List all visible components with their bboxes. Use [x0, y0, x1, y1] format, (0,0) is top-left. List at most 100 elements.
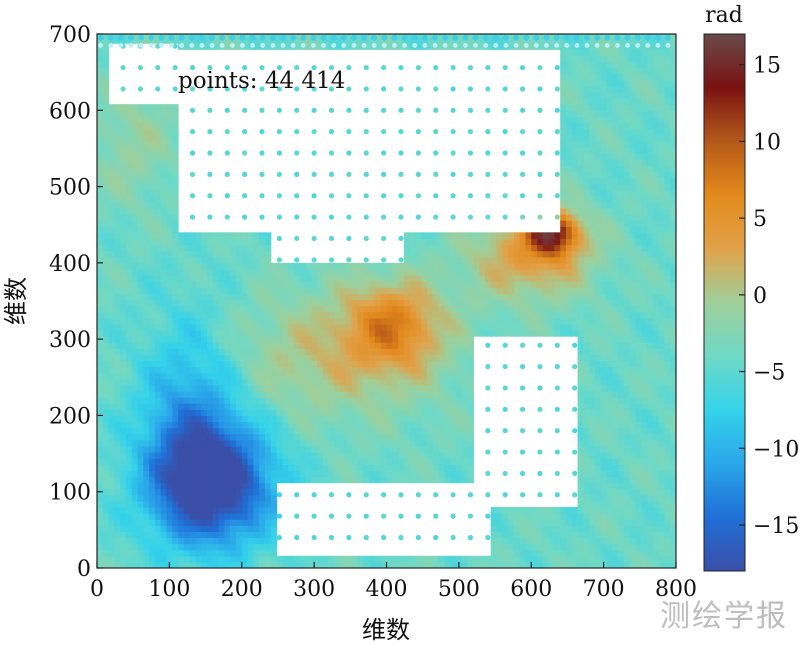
heatmap-cell	[247, 366, 254, 374]
heatmap-cell	[565, 189, 573, 197]
heatmap-cell	[606, 311, 613, 319]
heatmap-cell	[612, 519, 619, 526]
heatmap-cell	[293, 427, 301, 435]
heatmap-cell	[212, 323, 220, 331]
heatmap-cell	[351, 287, 359, 294]
heatmap-cell	[166, 220, 173, 227]
heatmap-cell	[577, 91, 584, 99]
heatmap-cell	[345, 311, 353, 319]
heatmap-cell	[97, 268, 104, 276]
heatmap-cell	[108, 403, 115, 410]
heatmap-cell	[195, 281, 202, 288]
heatmap-cell	[363, 372, 370, 380]
heatmap-cell	[340, 354, 347, 362]
heatmap-cell	[189, 513, 197, 520]
heatmap-cell	[125, 116, 133, 124]
heatmap-cell	[565, 549, 573, 557]
heatmap-cell	[270, 513, 278, 520]
heatmap-cell	[618, 391, 625, 398]
heatmap-cell	[288, 354, 295, 362]
heatmap-cell	[525, 305, 532, 313]
heatmap-cell	[189, 342, 197, 349]
heatmap-cell	[623, 531, 631, 539]
heatmap-cell	[363, 43, 370, 50]
heatmap-cell	[548, 250, 556, 258]
heatmap-cell	[525, 287, 532, 294]
heatmap-cell	[166, 372, 173, 380]
heatmap-cell	[606, 427, 613, 435]
heatmap-cell	[351, 378, 359, 386]
heatmap-cell	[293, 561, 301, 568]
heatmap-cell	[108, 110, 115, 117]
heatmap-cell	[102, 268, 110, 276]
heatmap-cell	[473, 250, 480, 258]
heatmap-cell	[438, 37, 445, 44]
heatmap-cell	[160, 268, 168, 276]
heatmap-cell	[455, 268, 463, 276]
heatmap-cell	[120, 537, 127, 545]
heatmap-cell	[560, 268, 567, 276]
heatmap-cell	[565, 293, 573, 301]
heatmap-cell	[600, 232, 608, 240]
heatmap-cell	[218, 360, 225, 368]
heatmap-cell	[571, 519, 579, 526]
heatmap-cell	[473, 287, 480, 294]
heatmap-cell	[623, 177, 631, 185]
heatmap-cell	[369, 445, 376, 453]
heatmap-cell	[618, 409, 625, 417]
heatmap-cell	[137, 275, 144, 282]
heatmap-cell	[131, 409, 139, 417]
heatmap-cell	[160, 134, 168, 142]
heatmap-cell	[583, 397, 590, 404]
heatmap-cell	[207, 354, 214, 362]
heatmap-cell	[166, 415, 173, 423]
heatmap-cell	[560, 519, 567, 526]
heatmap-cell	[108, 537, 115, 545]
heatmap-cell	[299, 305, 307, 313]
heatmap-cell	[160, 238, 168, 246]
heatmap-cell	[241, 403, 249, 410]
heatmap-cell	[369, 366, 376, 374]
heatmap-cell	[149, 232, 156, 240]
heatmap-cell	[594, 445, 602, 453]
heatmap-cell	[623, 317, 631, 325]
heatmap-cell	[137, 122, 144, 130]
heatmap-cell	[195, 464, 202, 471]
heatmap-cell	[224, 513, 231, 520]
heatmap-cell	[450, 287, 457, 294]
heatmap-cell	[230, 256, 237, 264]
heatmap-cell	[212, 543, 220, 551]
heatmap-cell	[189, 354, 197, 362]
heatmap-cell	[125, 537, 133, 545]
heatmap-cell	[235, 476, 243, 484]
heatmap-cell	[305, 299, 312, 307]
heatmap-cell	[415, 293, 422, 301]
heatmap-cell	[589, 34, 596, 38]
heatmap-cell	[172, 384, 179, 392]
heatmap-cell	[409, 427, 417, 435]
heatmap-cell	[444, 397, 451, 404]
heatmap-cell	[340, 275, 347, 282]
heatmap-cell	[334, 427, 341, 435]
heatmap-cell	[386, 427, 393, 435]
heatmap-cell	[427, 470, 434, 478]
heatmap-cell	[270, 500, 278, 508]
heatmap-cell	[571, 183, 579, 191]
heatmap-cell	[427, 397, 434, 404]
heatmap-cell	[594, 128, 602, 136]
heatmap-cell	[131, 116, 139, 124]
heatmap-cell	[230, 287, 237, 294]
heatmap-cell	[369, 281, 376, 288]
heatmap-cell	[270, 372, 278, 380]
heatmap-cell	[467, 244, 474, 252]
heatmap-cell	[137, 146, 144, 154]
heatmap-cell	[340, 281, 347, 288]
heatmap-cell	[201, 37, 208, 44]
heatmap-cell	[560, 153, 567, 160]
heatmap-cell	[241, 34, 249, 38]
heatmap-cell	[369, 360, 376, 368]
heatmap-cell	[340, 397, 347, 404]
heatmap-cell	[102, 250, 110, 258]
heatmap-cell	[97, 214, 104, 221]
heatmap-cell	[386, 354, 393, 362]
